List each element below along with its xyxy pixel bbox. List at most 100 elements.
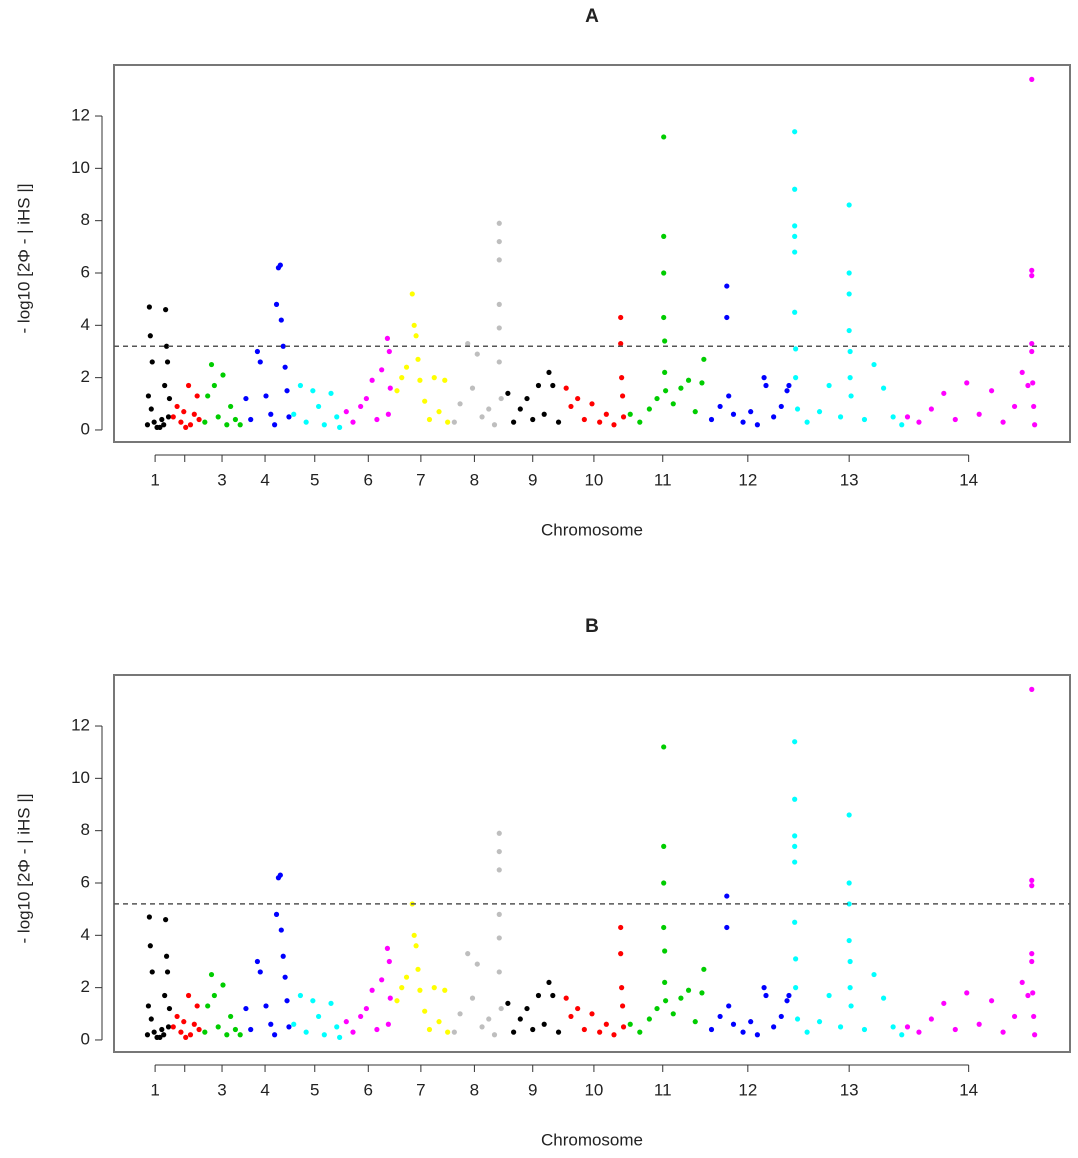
- plot-frame: [113, 674, 1071, 1053]
- x-tick-label: 9: [528, 470, 537, 489]
- point: [804, 419, 810, 425]
- point: [457, 1011, 463, 1017]
- point: [793, 375, 799, 381]
- point: [163, 343, 170, 349]
- point: [496, 867, 502, 873]
- point: [386, 958, 392, 965]
- point: [315, 1013, 322, 1020]
- point: [530, 1026, 536, 1033]
- point: [847, 348, 853, 355]
- point: [620, 414, 627, 420]
- point: [724, 283, 730, 289]
- point: [369, 987, 375, 993]
- point: [1030, 380, 1036, 386]
- x-tick-label: 8: [470, 470, 479, 489]
- point: [202, 419, 208, 425]
- point: [415, 356, 421, 362]
- point: [151, 419, 157, 425]
- point: [568, 403, 574, 410]
- point: [597, 419, 603, 425]
- point: [384, 945, 391, 951]
- point: [724, 893, 730, 899]
- point: [964, 380, 970, 386]
- point: [846, 812, 852, 818]
- point: [164, 359, 171, 365]
- point: [303, 419, 309, 425]
- point: [1029, 76, 1035, 82]
- y-tick-label: 12: [71, 106, 90, 125]
- point: [1029, 341, 1035, 347]
- point: [422, 398, 428, 404]
- point: [257, 359, 263, 365]
- point: [220, 982, 226, 988]
- point: [792, 739, 798, 745]
- point: [1011, 403, 1018, 410]
- point: [1031, 403, 1037, 410]
- point: [1019, 369, 1025, 376]
- point: [151, 1029, 157, 1035]
- point: [717, 1013, 723, 1020]
- point: [517, 406, 523, 412]
- point: [310, 388, 316, 394]
- point: [524, 1005, 530, 1012]
- point: [263, 393, 269, 399]
- point: [662, 948, 668, 954]
- point: [163, 307, 169, 313]
- y-tick-label: 10: [71, 158, 90, 177]
- point: [284, 998, 290, 1004]
- point: [451, 1029, 457, 1035]
- point: [575, 395, 581, 402]
- x-tick-label: 12: [738, 1080, 757, 1099]
- point: [337, 1034, 343, 1040]
- point: [619, 393, 626, 399]
- point: [479, 414, 485, 420]
- point: [297, 992, 304, 999]
- point: [771, 1024, 777, 1030]
- point: [185, 382, 192, 389]
- point: [627, 411, 633, 417]
- point: [248, 416, 254, 423]
- point: [563, 385, 569, 391]
- point: [663, 998, 669, 1004]
- x-tick-label: 4: [260, 470, 269, 489]
- point: [374, 416, 380, 423]
- point: [589, 1011, 595, 1017]
- point: [479, 1024, 485, 1030]
- x-tick-label: 4: [260, 1080, 269, 1099]
- point: [164, 969, 171, 975]
- point: [692, 409, 698, 415]
- point: [662, 369, 668, 376]
- point: [162, 382, 168, 389]
- point: [726, 393, 732, 399]
- point: [328, 390, 334, 396]
- point: [511, 419, 517, 425]
- y-tick-label: 6: [81, 262, 90, 281]
- point: [498, 1005, 504, 1012]
- point: [215, 414, 221, 420]
- point: [277, 262, 283, 268]
- point: [662, 338, 668, 344]
- point: [310, 998, 316, 1004]
- point: [685, 377, 692, 383]
- point: [804, 1029, 810, 1035]
- point: [581, 416, 587, 423]
- point: [724, 314, 730, 321]
- point: [786, 992, 792, 999]
- point: [215, 1024, 221, 1030]
- point: [403, 364, 410, 370]
- point: [374, 1026, 380, 1033]
- point: [163, 953, 170, 959]
- point: [363, 1005, 369, 1012]
- point: [166, 1005, 173, 1012]
- point: [619, 1003, 626, 1009]
- x-tick-label: 3: [217, 1080, 226, 1099]
- point: [793, 956, 799, 962]
- point: [555, 1029, 562, 1035]
- point: [286, 414, 292, 420]
- point: [792, 919, 798, 925]
- point: [661, 233, 667, 239]
- point: [334, 1024, 340, 1030]
- point: [793, 985, 799, 991]
- point: [385, 1021, 391, 1027]
- x-tick-label: 6: [364, 1080, 373, 1099]
